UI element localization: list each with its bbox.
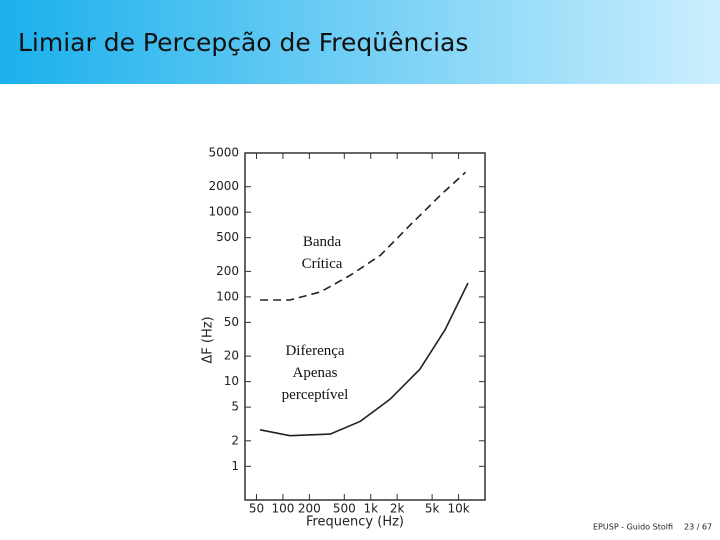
- y-tick-label: 100: [216, 289, 239, 303]
- x-tick-label: 2k: [390, 502, 405, 516]
- slide-title: Limiar de Percepção de Freqüências: [18, 28, 468, 57]
- y-tick-label: 500: [216, 230, 239, 244]
- x-tick-label: 10k: [447, 502, 469, 516]
- y-tick-label: 2: [231, 433, 239, 447]
- y-tick-label: 20: [224, 349, 239, 363]
- x-tick-label: 5k: [425, 502, 440, 516]
- x-tick-label: 200: [298, 502, 321, 516]
- y-tick-label: 10: [224, 374, 239, 388]
- x-axis-label: Frequency (Hz): [306, 515, 404, 530]
- y-tick-label: 200: [216, 264, 239, 278]
- plot-frame: [244, 152, 486, 501]
- curve: [260, 171, 467, 301]
- y-tick-label: 5: [231, 400, 239, 414]
- annotation-line: Crítica: [302, 256, 343, 272]
- annotation: Banda Crítica: [302, 234, 343, 272]
- y-tick-label: 5000: [208, 146, 239, 160]
- y-tick-label: 1000: [208, 205, 239, 219]
- footer-page: 23 / 67: [684, 523, 712, 532]
- x-tick-label: 500: [333, 502, 356, 516]
- annotation-line: Banda: [303, 234, 342, 250]
- y-tick-label: 1: [231, 459, 239, 473]
- y-tick-label: 2000: [208, 179, 239, 193]
- annotation-line: Diferença: [285, 343, 344, 359]
- x-tick-label: 100: [271, 502, 294, 516]
- annotation-line: Apenas: [293, 365, 338, 381]
- annotation: Diferença Apenas perceptível: [282, 343, 349, 403]
- header-band: [0, 0, 720, 84]
- x-tick-label: 1k: [363, 502, 378, 516]
- annotation-line: perceptível: [282, 387, 349, 403]
- footer-source: EPUSP - Guido Stolfi: [593, 523, 673, 532]
- curve: [259, 282, 469, 437]
- y-axis-label: ΔF (Hz): [201, 316, 216, 363]
- y-tick-label: 50: [224, 315, 239, 329]
- x-tick-label: 50: [249, 502, 264, 516]
